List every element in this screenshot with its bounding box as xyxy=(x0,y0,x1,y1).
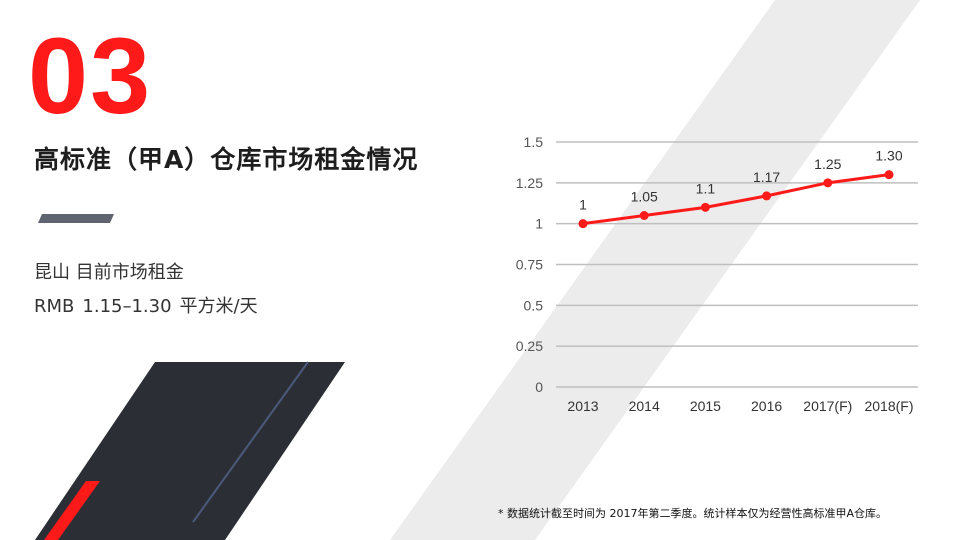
data-label: 1.1 xyxy=(696,180,716,196)
x-tick-label: 2018(F) xyxy=(864,398,913,414)
y-tick-label: 1.5 xyxy=(524,134,544,150)
x-tick-label: 2013 xyxy=(567,398,598,414)
x-tick-label: 2014 xyxy=(629,398,660,414)
currency-label: RMB xyxy=(34,296,75,317)
divider-bar xyxy=(38,214,114,223)
rent-line-chart: 0 0.25 0.5 0.75 1 1.25 1.5 2013 2014 2015 2016 2017… xyxy=(516,134,918,414)
slide-title: 高标准（甲A）仓库市场租金情况 xyxy=(34,145,419,174)
price-unit: 平方米/天 xyxy=(179,296,258,317)
x-tick-label: 2017(F) xyxy=(803,398,852,414)
dark-panel xyxy=(35,362,345,540)
red-accent-stripe xyxy=(44,481,100,540)
price-range-line: RMB 1.15–1.30 平方米/天 xyxy=(34,292,266,318)
data-label: 1.30 xyxy=(875,148,902,164)
section-number: 03 xyxy=(28,15,153,136)
data-point xyxy=(823,178,833,188)
data-point xyxy=(700,202,710,212)
series-line xyxy=(582,173,890,226)
y-tick-label: 0.25 xyxy=(516,338,543,354)
data-label: 1.17 xyxy=(753,169,780,185)
data-point xyxy=(639,211,649,220)
panel-highlight-line xyxy=(192,361,309,523)
data-point xyxy=(762,191,772,201)
y-tick-label: 1 xyxy=(535,216,543,232)
footnote: * 数据统计截至时间为 2017年第二季度。统计样本仅为经营性高标准甲A仓库。 xyxy=(498,507,888,520)
y-tick-label: 0.75 xyxy=(516,257,543,273)
x-tick-label: 2015 xyxy=(690,398,721,414)
x-tick-label: 2016 xyxy=(751,398,782,414)
gray-diagonal-stripe xyxy=(390,0,920,540)
y-tick-label: 1.25 xyxy=(516,175,543,191)
data-point xyxy=(884,170,894,180)
y-tick-label: 0 xyxy=(535,379,543,395)
data-label: 1.25 xyxy=(814,156,841,172)
data-label: 1.05 xyxy=(631,189,658,205)
price-range-value: 1.15–1.30 xyxy=(82,296,172,317)
data-label: 1 xyxy=(579,197,587,213)
market-rent-label: 昆山 目前市场租金 xyxy=(34,262,184,283)
y-tick-label: 0.5 xyxy=(524,297,544,313)
data-point xyxy=(578,219,588,229)
